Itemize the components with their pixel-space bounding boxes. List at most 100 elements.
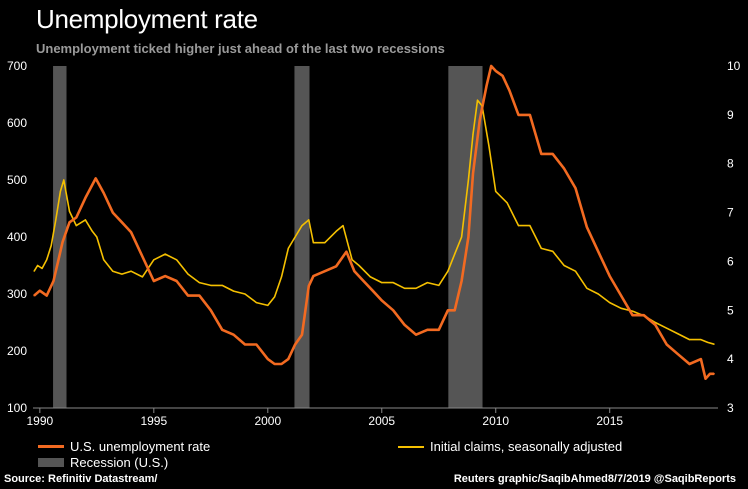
unemployment-point [266,358,269,360]
unemployment-point [485,84,488,87]
unemployment-point [643,314,645,316]
chart-title: Unemployment rate [36,4,258,34]
claims-point [540,247,542,249]
right-axis-tick-label: 8 [727,157,734,171]
unemployment-point [244,343,246,346]
unemployment-point [111,211,114,214]
claims-point [447,270,449,272]
unemployment-point [57,260,59,263]
unemployment-point [437,329,440,331]
claims-point [597,293,599,295]
right-axis-tick-label: 5 [727,303,734,317]
claims-point [312,242,314,244]
unemployment-point [677,353,679,356]
claims-point [84,219,87,221]
unemployment-point [608,275,611,277]
recession-band-1 [53,66,67,408]
unemployment-point [654,324,657,326]
unemployment-point [187,294,189,297]
claims-point [381,282,383,284]
left-axis-tick-label: 100 [7,401,27,415]
claims-point [476,99,479,101]
legend-claims: Initial claims, seasonally adjusted [398,439,622,454]
unemployment-point [574,187,577,189]
claims-point [112,270,114,272]
claims-point [713,343,715,345]
claims-point [50,244,52,247]
axes: 1990 1995 2000 2005 2010 2015 100 200 300 400 500 6… [7,59,741,428]
chart-subtitle: Unemployment ticked higher just ahead of… [36,41,445,56]
unemployment-point [620,294,622,297]
right-axis-tick-label: 7 [727,206,734,220]
claims-point [324,242,326,244]
claims-point [91,230,93,232]
claims-point [488,145,490,147]
unemployment-point [353,270,356,273]
unemployment-point [312,275,315,277]
claims-point [308,219,310,221]
unemployment-point [713,373,715,375]
unemployment-point [210,309,212,312]
unemployment-point [121,221,123,224]
unemployment-point [631,314,634,316]
claims-point [392,282,394,284]
claims-point [33,270,35,272]
unemployment-point [273,363,276,365]
unemployment-point [415,333,417,336]
unemployment-point [551,153,554,155]
claims-point [232,290,235,292]
claims-point [294,236,296,238]
legend-label-unemployment: U.S. unemployment rate [70,439,211,454]
unemployment-point [153,280,155,282]
claims-point [438,284,440,287]
claims-point [677,333,679,335]
unemployment-point [61,241,64,243]
recession-bands [53,66,483,408]
claims-point [221,284,223,287]
unemployment-point [75,216,78,219]
unemployment-point [501,74,504,77]
unemployment-point [102,192,105,194]
claims-point [609,301,611,304]
claims-point [574,270,577,272]
legend-swatch-recession [38,458,64,467]
claims-point [55,219,57,221]
legend-recession: Recession (U.S.) [38,455,168,470]
claims-point [176,259,178,261]
unemployment-point [198,294,201,297]
left-axis-tick-label: 600 [7,116,27,130]
unemployment-point [141,255,144,258]
unemployment-point [335,265,337,268]
claims-point [586,287,588,289]
left-axis-tick-label: 200 [7,344,27,358]
legend-unemployment: U.S. unemployment rate [38,439,210,454]
claims-point [688,339,691,341]
claims-point [68,210,71,212]
unemployment-point [371,289,374,292]
unemployment-point [301,333,303,336]
claims-point [631,310,634,312]
claims-point [472,133,474,135]
unemployment-point [130,231,132,233]
unemployment-point [494,70,497,72]
claims-point [529,225,531,227]
claims-point [46,259,48,261]
claims-point [41,267,43,269]
claims-point [495,190,497,192]
claims-point [153,259,155,261]
legend-swatch-unemployment [38,445,64,448]
right-axis-tick-label: 3 [727,401,734,415]
claims-point [517,225,520,227]
claims-point [255,301,257,304]
unemployment-point [362,280,365,282]
claims-point [666,327,668,329]
unemployment-point [508,89,511,92]
claims-point [63,179,65,181]
unemployment-point [280,363,283,365]
unemployment-point [403,324,406,326]
claims-point [96,236,98,238]
unemployment-point [84,197,87,199]
right-axis-tick-label: 9 [727,108,734,122]
claims-point [700,339,702,341]
claims-point [267,304,269,306]
